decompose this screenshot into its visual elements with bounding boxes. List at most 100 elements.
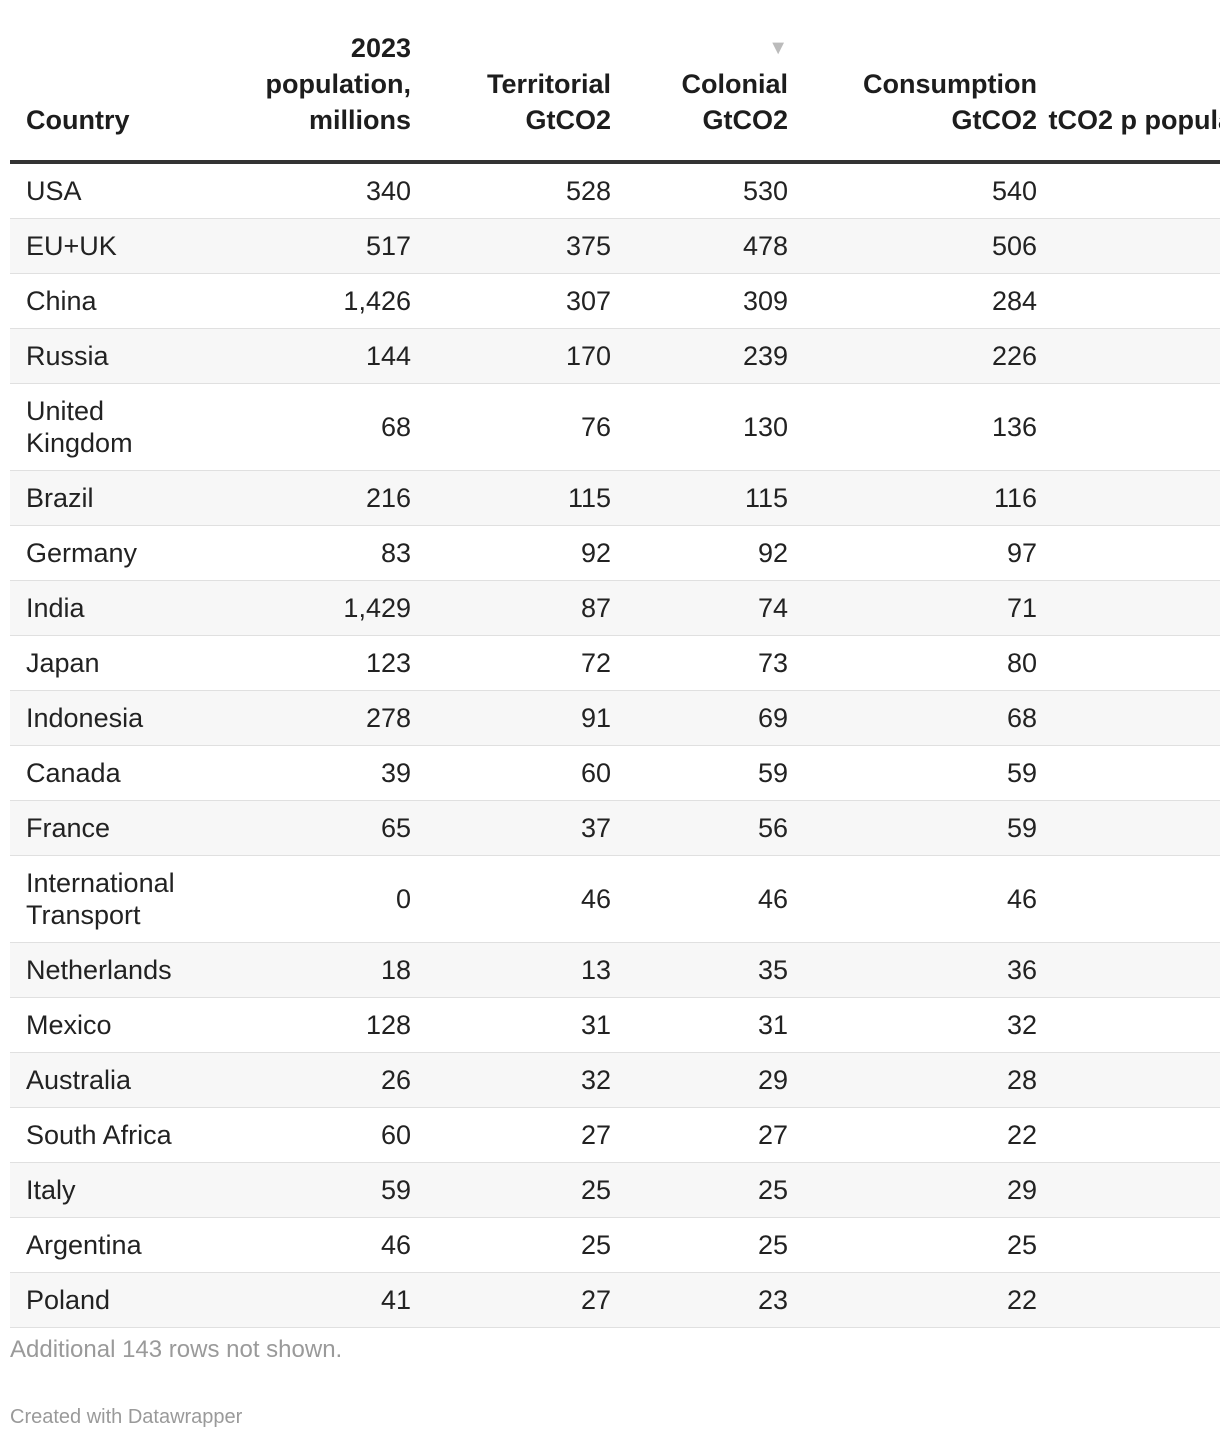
header-territorial[interactable]: Territorial GtCO2 [411, 30, 611, 164]
cell-consumption: 136 [788, 383, 1037, 471]
header-territorial-label: Territorial GtCO2 [486, 69, 611, 135]
sort-descending-icon: ▼ [768, 37, 788, 59]
cell-consumption: 71 [788, 580, 1037, 636]
cell-colonial: 478 [611, 218, 788, 274]
table-row: South Africa6027272245 [10, 1107, 1220, 1163]
cell-consumption: 36 [788, 942, 1037, 998]
cell-consumption: 68 [788, 690, 1037, 746]
cell-population: 1,426 [210, 273, 411, 329]
cell-country: USA [10, 162, 210, 219]
cell-population: 65 [210, 800, 411, 856]
cell-territorial: 92 [411, 525, 611, 581]
cell-per-capita: 4 [1037, 580, 1220, 636]
header-per-capita[interactable]: tCO2 p populatio in 202 [1037, 30, 1220, 164]
cell-population: 39 [210, 745, 411, 801]
cell-population: 123 [210, 635, 411, 691]
cell-per-capita: 85 [1037, 800, 1220, 856]
cell-per-capita: 2,07 [1037, 942, 1220, 998]
cell-territorial: 46 [411, 855, 611, 943]
cell-territorial: 528 [411, 162, 611, 219]
table-row: USA3405285305401,56 [10, 162, 1220, 219]
cell-per-capita: 1,52 [1037, 745, 1220, 801]
cell-country: Germany [10, 525, 210, 581]
header-population-label: 2023 population, millions [265, 33, 411, 135]
cell-consumption: 226 [788, 328, 1037, 384]
cell-territorial: 25 [411, 1217, 611, 1273]
cell-colonial: 35 [611, 942, 788, 998]
cell-country: Italy [10, 1162, 210, 1218]
cell-country: India [10, 580, 210, 636]
cell-territorial: 170 [411, 328, 611, 384]
table-row: Japan12372738059 [10, 635, 1220, 691]
cell-population: 128 [210, 997, 411, 1053]
cell-per-capita: 1,64 [1037, 328, 1220, 384]
cell-consumption: 284 [788, 273, 1037, 329]
header-consumption-label: Consumption GtCO2 [863, 69, 1037, 135]
cell-consumption: 97 [788, 525, 1037, 581]
cell-population: 18 [210, 942, 411, 998]
data-table-container[interactable]: Country 2023 population, millions Territ… [10, 30, 1220, 1328]
cell-per-capita: 45 [1037, 1107, 1220, 1163]
table-row: France6537565985 [10, 800, 1220, 856]
cell-consumption: 59 [788, 745, 1037, 801]
cell-country: Canada [10, 745, 210, 801]
table-row: International Transport0464646n [10, 855, 1220, 943]
table-row: Brazil21611511511653 [10, 470, 1220, 526]
cell-per-capita: 21 [1037, 273, 1220, 329]
cell-colonial: 59 [611, 745, 788, 801]
cell-country: International Transport [10, 855, 210, 943]
cell-territorial: 76 [411, 383, 611, 471]
cell-colonial: 56 [611, 800, 788, 856]
cell-population: 60 [210, 1107, 411, 1163]
cell-country: Poland [10, 1272, 210, 1328]
cell-colonial: 530 [611, 162, 788, 219]
cell-per-capita: 53 [1037, 470, 1220, 526]
cell-territorial: 60 [411, 745, 611, 801]
cell-consumption: 506 [788, 218, 1037, 274]
table-row: Australia263229281,08 [10, 1052, 1220, 1108]
cell-country: Indonesia [10, 690, 210, 746]
cell-per-capita: 54 [1037, 1217, 1220, 1273]
datawrapper-credit[interactable]: Created with Datawrapper [10, 1406, 243, 1428]
cell-per-capita: 1,10 [1037, 525, 1220, 581]
header-consumption[interactable]: Consumption GtCO2 [788, 30, 1037, 164]
cell-per-capita: 53 [1037, 1272, 1220, 1328]
cell-country: Russia [10, 328, 210, 384]
cell-country: Mexico [10, 997, 210, 1053]
cell-country: Australia [10, 1052, 210, 1108]
table-row: Germany839292971,10 [10, 525, 1220, 581]
header-country[interactable]: Country [10, 30, 210, 164]
table-row: Argentina4625252554 [10, 1217, 1220, 1273]
cell-consumption: 540 [788, 162, 1037, 219]
cell-population: 83 [210, 525, 411, 581]
cell-consumption: 46 [788, 855, 1037, 943]
header-population[interactable]: 2023 population, millions [210, 30, 411, 164]
cell-consumption: 22 [788, 1107, 1037, 1163]
cell-territorial: 91 [411, 690, 611, 746]
cell-per-capita: 92 [1037, 218, 1220, 274]
table-header-row: Country 2023 population, millions Territ… [10, 30, 1220, 164]
cell-territorial: 25 [411, 1162, 611, 1218]
header-colonial[interactable]: ▼ Colonial GtCO2 [611, 30, 788, 164]
cell-per-capita: 1,92 [1037, 383, 1220, 471]
cell-population: 41 [210, 1272, 411, 1328]
cell-colonial: 27 [611, 1107, 788, 1163]
cell-consumption: 116 [788, 470, 1037, 526]
cell-country: EU+UK [10, 218, 210, 274]
cell-territorial: 32 [411, 1052, 611, 1108]
header-per-capita-label: tCO2 p populatio in 202 [1048, 105, 1220, 135]
rows-not-shown-note: Additional 143 rows not shown. [10, 1336, 343, 1363]
cell-population: 144 [210, 328, 411, 384]
cell-country: Netherlands [10, 942, 210, 998]
cell-population: 0 [210, 855, 411, 943]
table-row: Mexico12831313224 [10, 997, 1220, 1053]
table-row: Canada396059591,52 [10, 745, 1220, 801]
cell-per-capita: 1,08 [1037, 1052, 1220, 1108]
cell-country: South Africa [10, 1107, 210, 1163]
cell-per-capita: n [1037, 855, 1220, 943]
cell-country: China [10, 273, 210, 329]
table-row: EU+UK51737547850692 [10, 218, 1220, 274]
cell-colonial: 46 [611, 855, 788, 943]
cell-colonial: 23 [611, 1272, 788, 1328]
cell-per-capita: 59 [1037, 635, 1220, 691]
